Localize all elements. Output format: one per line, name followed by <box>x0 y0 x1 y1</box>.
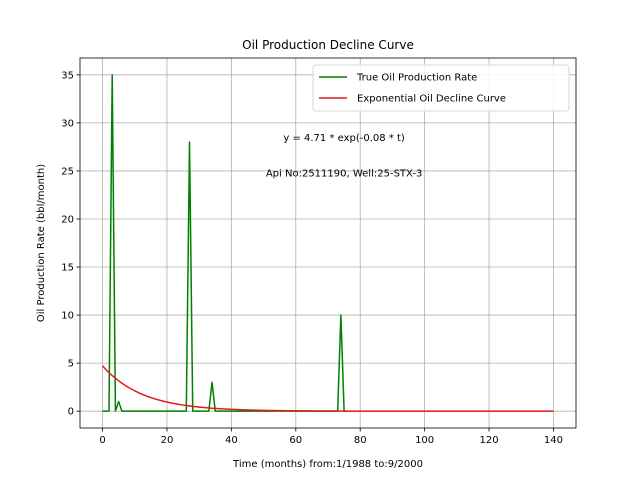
annotation-2: Api No:2511190, Well:25-STX-3 <box>266 168 423 179</box>
x-tick-label: 140 <box>544 435 563 446</box>
y-tick-label: 5 <box>68 359 74 370</box>
x-tick-label: 40 <box>225 435 238 446</box>
axis-ticks: 0 20 40 60 80 100 120 140 0 5 10 15 20 25 30 35 <box>61 70 563 446</box>
legend-label-1: True Oil Production Rate <box>356 73 477 84</box>
y-tick-label: 10 <box>61 311 74 322</box>
series-layer <box>101 74 554 412</box>
y-axis-label: Oil Production Rate (bbl/month) <box>36 164 47 322</box>
y-tick-label: 30 <box>61 118 74 129</box>
x-tick-label: 80 <box>354 435 367 446</box>
annotation-1: y = 4.71 * exp(-0.08 * t) <box>283 133 405 144</box>
chart-title: Oil Production Decline Curve <box>242 38 414 52</box>
x-tick-label: 20 <box>161 435 174 446</box>
x-tick-label: 100 <box>415 435 434 446</box>
y-tick-label: 15 <box>61 263 74 274</box>
y-tick-label: 35 <box>61 70 74 81</box>
plot-frame <box>79 57 577 429</box>
series-line-2 <box>101 365 554 412</box>
x-tick-label: 60 <box>289 435 302 446</box>
legend: True Oil Production Rate Exponential Oil … <box>312 64 570 112</box>
x-tick-label: 120 <box>479 435 498 446</box>
legend-box <box>312 64 570 112</box>
x-axis-label: Time (months) from:1/1988 to:9/2000 <box>232 459 423 470</box>
legend-label-2: Exponential Oil Decline Curve <box>357 94 506 105</box>
y-tick-label: 0 <box>68 407 74 418</box>
y-tick-label: 25 <box>61 166 74 177</box>
y-tick-label: 20 <box>61 214 74 225</box>
x-tick-label: 0 <box>99 435 105 446</box>
annotations: y = 4.71 * exp(-0.08 * t) Api No:2511190,… <box>266 133 423 180</box>
